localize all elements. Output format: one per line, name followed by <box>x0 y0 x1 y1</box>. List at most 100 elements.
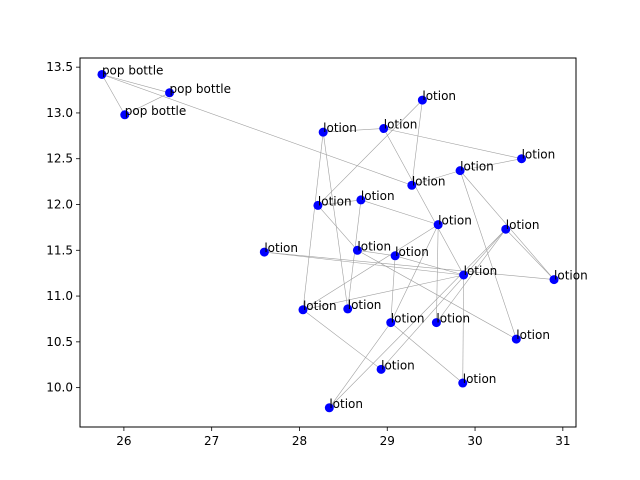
data-point <box>313 200 323 210</box>
data-point <box>431 318 441 328</box>
point-label: lotion <box>412 174 446 188</box>
edge-line <box>101 74 170 94</box>
data-point <box>120 110 130 120</box>
edge-line <box>347 199 362 309</box>
edge-line <box>462 275 464 384</box>
edge-line <box>329 322 392 408</box>
point-label: pop bottle <box>170 82 231 96</box>
data-point <box>407 180 417 190</box>
data-point <box>517 154 527 164</box>
x-tick-label: 29 <box>380 434 395 448</box>
edge-line <box>395 255 464 276</box>
edge-line <box>264 251 464 276</box>
data-point <box>376 364 386 374</box>
point-label: lotion <box>318 194 352 208</box>
y-tick-label: 11.0 <box>46 289 73 303</box>
point-label: lotion <box>381 358 415 372</box>
x-tick-label: 31 <box>555 434 570 448</box>
edge-line <box>411 170 461 186</box>
edge-line <box>302 224 439 311</box>
data-point <box>379 124 389 134</box>
point-label: lotion <box>464 264 498 278</box>
data-point <box>97 69 107 79</box>
edge-line <box>436 224 439 323</box>
point-label: lotion <box>391 312 425 326</box>
point-label: lotion <box>264 241 298 255</box>
edge-line <box>380 229 506 370</box>
data-point <box>549 275 559 285</box>
point-label: lotion <box>460 160 494 174</box>
y-tick-label: 12.0 <box>46 198 73 212</box>
edge-line <box>459 170 517 340</box>
edge-line <box>411 100 423 186</box>
x-tick-label: 30 <box>467 434 482 448</box>
x-axis: 26 27 28 29 30 31 <box>116 427 570 448</box>
point-label: lotion <box>516 328 550 342</box>
point-label: lotion <box>323 121 357 135</box>
data-point <box>298 305 308 315</box>
y-tick-label: 12.5 <box>46 152 73 166</box>
data-point <box>455 166 465 176</box>
edge-line <box>357 249 396 257</box>
edge-line <box>436 229 507 323</box>
point-label: lotion <box>348 298 382 312</box>
y-tick-label: 13.0 <box>46 106 73 120</box>
y-tick-label: 10.0 <box>46 381 73 395</box>
edge-line <box>390 255 396 323</box>
data-point <box>459 270 469 280</box>
data-point <box>165 88 175 98</box>
x-tick-label: 28 <box>292 434 307 448</box>
edge-line <box>302 309 382 370</box>
point-label: lotion <box>357 239 391 253</box>
point-label: lotion <box>463 372 497 386</box>
data-point <box>352 245 362 255</box>
point-label: pop bottle <box>102 63 163 77</box>
edge-line <box>317 205 358 251</box>
edge-line <box>329 229 506 408</box>
point-labels-layer: pop bottle pop bottle pop bottle lotion loti… <box>102 63 588 410</box>
data-point <box>511 334 521 344</box>
x-tick-label: 27 <box>204 434 219 448</box>
point-label: lotion <box>438 214 472 228</box>
point-label: lotion <box>506 218 540 232</box>
data-point <box>386 318 396 328</box>
data-point <box>433 220 443 230</box>
edge-line <box>390 224 439 323</box>
y-tick-label: 10.5 <box>46 335 73 349</box>
data-point <box>318 127 328 137</box>
point-label: pop bottle <box>125 104 186 118</box>
edge-line <box>505 229 555 280</box>
point-label: lotion <box>522 148 556 162</box>
edge-line <box>302 132 324 310</box>
plot-frame <box>79 57 577 428</box>
edge-line <box>302 274 464 311</box>
edge-line <box>383 128 522 160</box>
points-layer <box>97 69 559 413</box>
data-point <box>343 304 353 314</box>
edges-layer <box>101 74 555 408</box>
edge-line <box>322 132 349 309</box>
y-tick-label: 13.5 <box>46 60 73 74</box>
point-label: lotion <box>395 245 429 259</box>
point-label: lotion <box>303 299 337 313</box>
data-point <box>501 224 511 234</box>
edge-line <box>317 99 423 206</box>
edge-line <box>101 74 126 115</box>
edge-line <box>101 74 412 186</box>
point-label: lotion <box>422 89 456 103</box>
edge-line <box>360 199 439 225</box>
edge-line <box>357 250 517 340</box>
edge-line <box>460 158 522 171</box>
data-point <box>259 247 269 257</box>
data-point <box>390 251 400 261</box>
point-label: lotion <box>329 397 363 411</box>
data-point <box>417 95 427 105</box>
x-tick-label: 26 <box>116 434 131 448</box>
data-point <box>356 195 366 205</box>
point-label: lotion <box>554 269 588 283</box>
point-label: lotion <box>436 312 470 326</box>
edge-line <box>264 251 555 280</box>
data-point <box>458 378 468 388</box>
